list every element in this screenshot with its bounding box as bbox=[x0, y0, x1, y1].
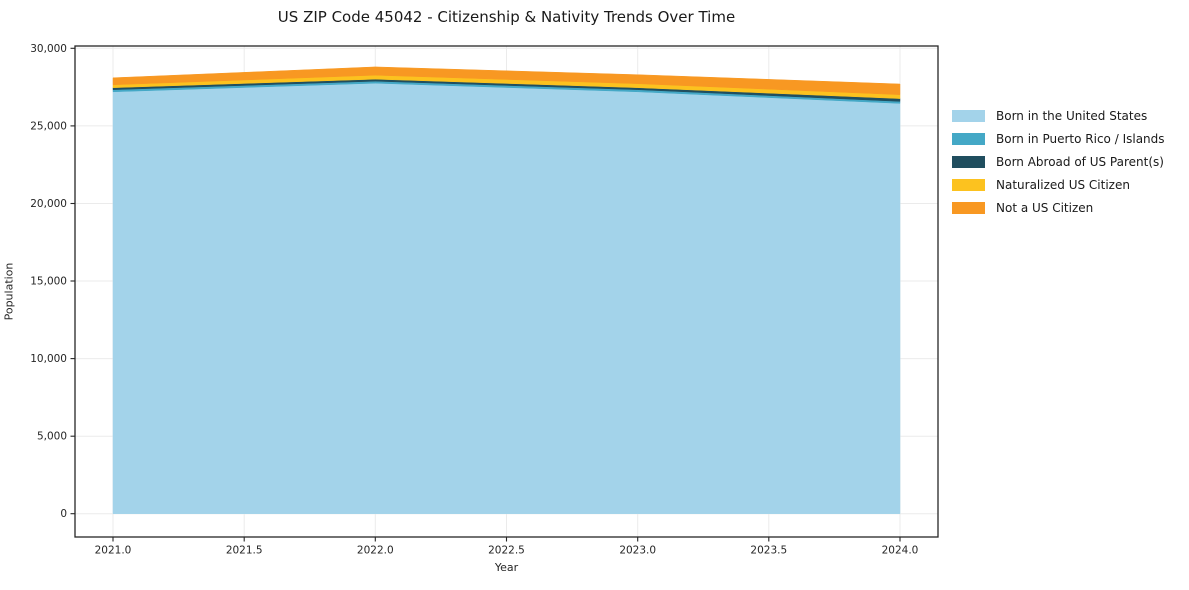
y-tick-label: 20,000 bbox=[30, 198, 67, 210]
legend-swatch-naturalized bbox=[952, 178, 985, 191]
legend-item: Born Abroad of US Parent(s) bbox=[952, 154, 1165, 169]
y-tick-label: 30,000 bbox=[30, 43, 67, 55]
legend-label: Naturalized US Citizen bbox=[996, 177, 1130, 192]
y-tick-label: 15,000 bbox=[30, 276, 67, 288]
x-tick-label: 2022.5 bbox=[488, 545, 525, 557]
legend-label: Not a US Citizen bbox=[996, 200, 1094, 215]
y-tick-label: 5,000 bbox=[37, 431, 67, 443]
y-axis-label: Population bbox=[2, 262, 16, 321]
legend-item: Naturalized US Citizen bbox=[952, 177, 1165, 192]
x-tick-label: 2021.0 bbox=[95, 545, 132, 557]
x-tick-label: 2024.0 bbox=[882, 545, 919, 557]
x-tick-label: 2023.0 bbox=[619, 545, 656, 557]
chart-title: US ZIP Code 45042 - Citizenship & Nativi… bbox=[277, 8, 736, 26]
legend-item: Born in Puerto Rico / Islands bbox=[952, 131, 1165, 146]
x-tick-label: 2021.5 bbox=[226, 545, 263, 557]
y-tick-label: 25,000 bbox=[30, 120, 67, 132]
legend-label: Born in the United States bbox=[996, 108, 1148, 123]
legend-item: Not a US Citizen bbox=[952, 200, 1165, 215]
y-tick-label: 0 bbox=[60, 508, 67, 520]
y-tick-label: 10,000 bbox=[30, 353, 67, 365]
legend: Born in the United States Born in Puerto… bbox=[952, 108, 1165, 223]
legend-item: Born in the United States bbox=[952, 108, 1165, 123]
x-tick-label: 2022.0 bbox=[357, 545, 394, 557]
legend-label: Born in Puerto Rico / Islands bbox=[996, 131, 1165, 146]
legend-swatch-born-us bbox=[952, 109, 985, 122]
legend-swatch-puerto-rico bbox=[952, 132, 985, 145]
x-axis-label: Year bbox=[494, 561, 519, 574]
legend-label: Born Abroad of US Parent(s) bbox=[996, 154, 1164, 169]
legend-swatch-born-abroad bbox=[952, 155, 985, 168]
x-tick-label: 2023.5 bbox=[750, 545, 787, 557]
area-series-0 bbox=[112, 82, 901, 514]
area-series-4 bbox=[112, 66, 901, 95]
legend-swatch-not-citizen bbox=[952, 201, 985, 214]
